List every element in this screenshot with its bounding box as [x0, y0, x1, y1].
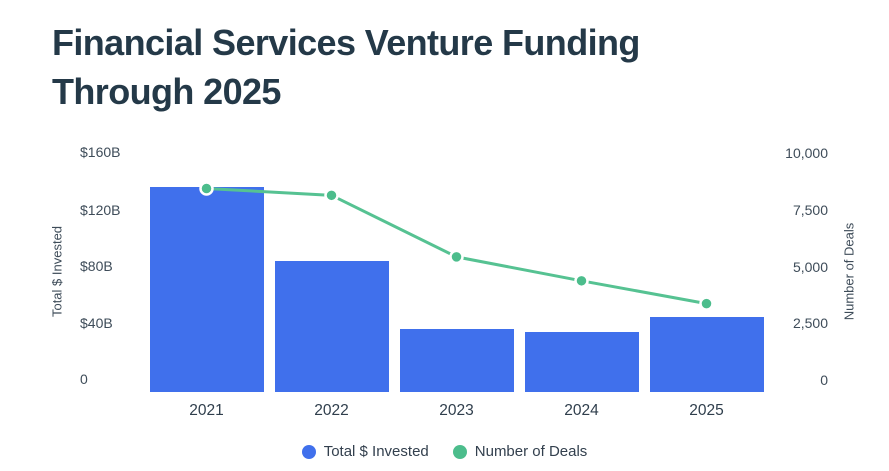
deals-point-2024: [574, 273, 589, 289]
left-axis-tick: $40B: [80, 314, 113, 331]
left-axis-tick: $80B: [80, 258, 113, 274]
left-axis-tick: $160B: [80, 144, 121, 160]
right-axis-tick: 2,500: [792, 315, 828, 331]
chart-title: Financial Services Venture Funding Throu…: [52, 22, 640, 112]
right-axis-tick: 5,000: [792, 258, 828, 275]
legend-label-total-invested: Total $ Invested: [323, 443, 429, 460]
legend: Total $ Invested Number of Deals: [0, 443, 889, 460]
bar-2025: [649, 316, 764, 392]
right-axis-tick: 10,000: [785, 144, 828, 161]
deals-point-2025: [699, 296, 714, 311]
bar-2023: [399, 329, 514, 392]
left-axis-tick: 0: [80, 371, 88, 387]
legend-swatch-number-of-deals-icon: [452, 444, 467, 459]
right-axis-title: Number of Deals: [841, 222, 857, 321]
bar-2022: [274, 261, 389, 392]
left-axis-tick: $120B: [80, 201, 121, 218]
x-axis-label-2023: 2023: [439, 402, 474, 419]
bar-2021: [149, 187, 264, 392]
legend-item-number-of-deals[interactable]: Number of Deals: [452, 443, 588, 460]
legend-label-number-of-deals: Number of Deals: [474, 443, 588, 460]
x-axis-label-2022: 2022: [314, 402, 349, 419]
right-axis-tick: 0: [820, 371, 828, 388]
bar-2024: [524, 332, 639, 392]
x-axis-label-2024: 2024: [564, 402, 599, 419]
legend-swatch-total-invested-icon: [301, 444, 316, 459]
x-axis-label-2025: 2025: [689, 402, 724, 419]
legend-item-total-invested[interactable]: Total $ Invested: [301, 443, 429, 460]
left-axis-title: Total $ Invested: [49, 225, 65, 318]
deals-point-2023: [449, 249, 464, 265]
deals-point-2022: [324, 188, 339, 203]
x-axis-label-2021: 2021: [189, 402, 224, 419]
right-axis-tick: 7,500: [792, 202, 828, 218]
